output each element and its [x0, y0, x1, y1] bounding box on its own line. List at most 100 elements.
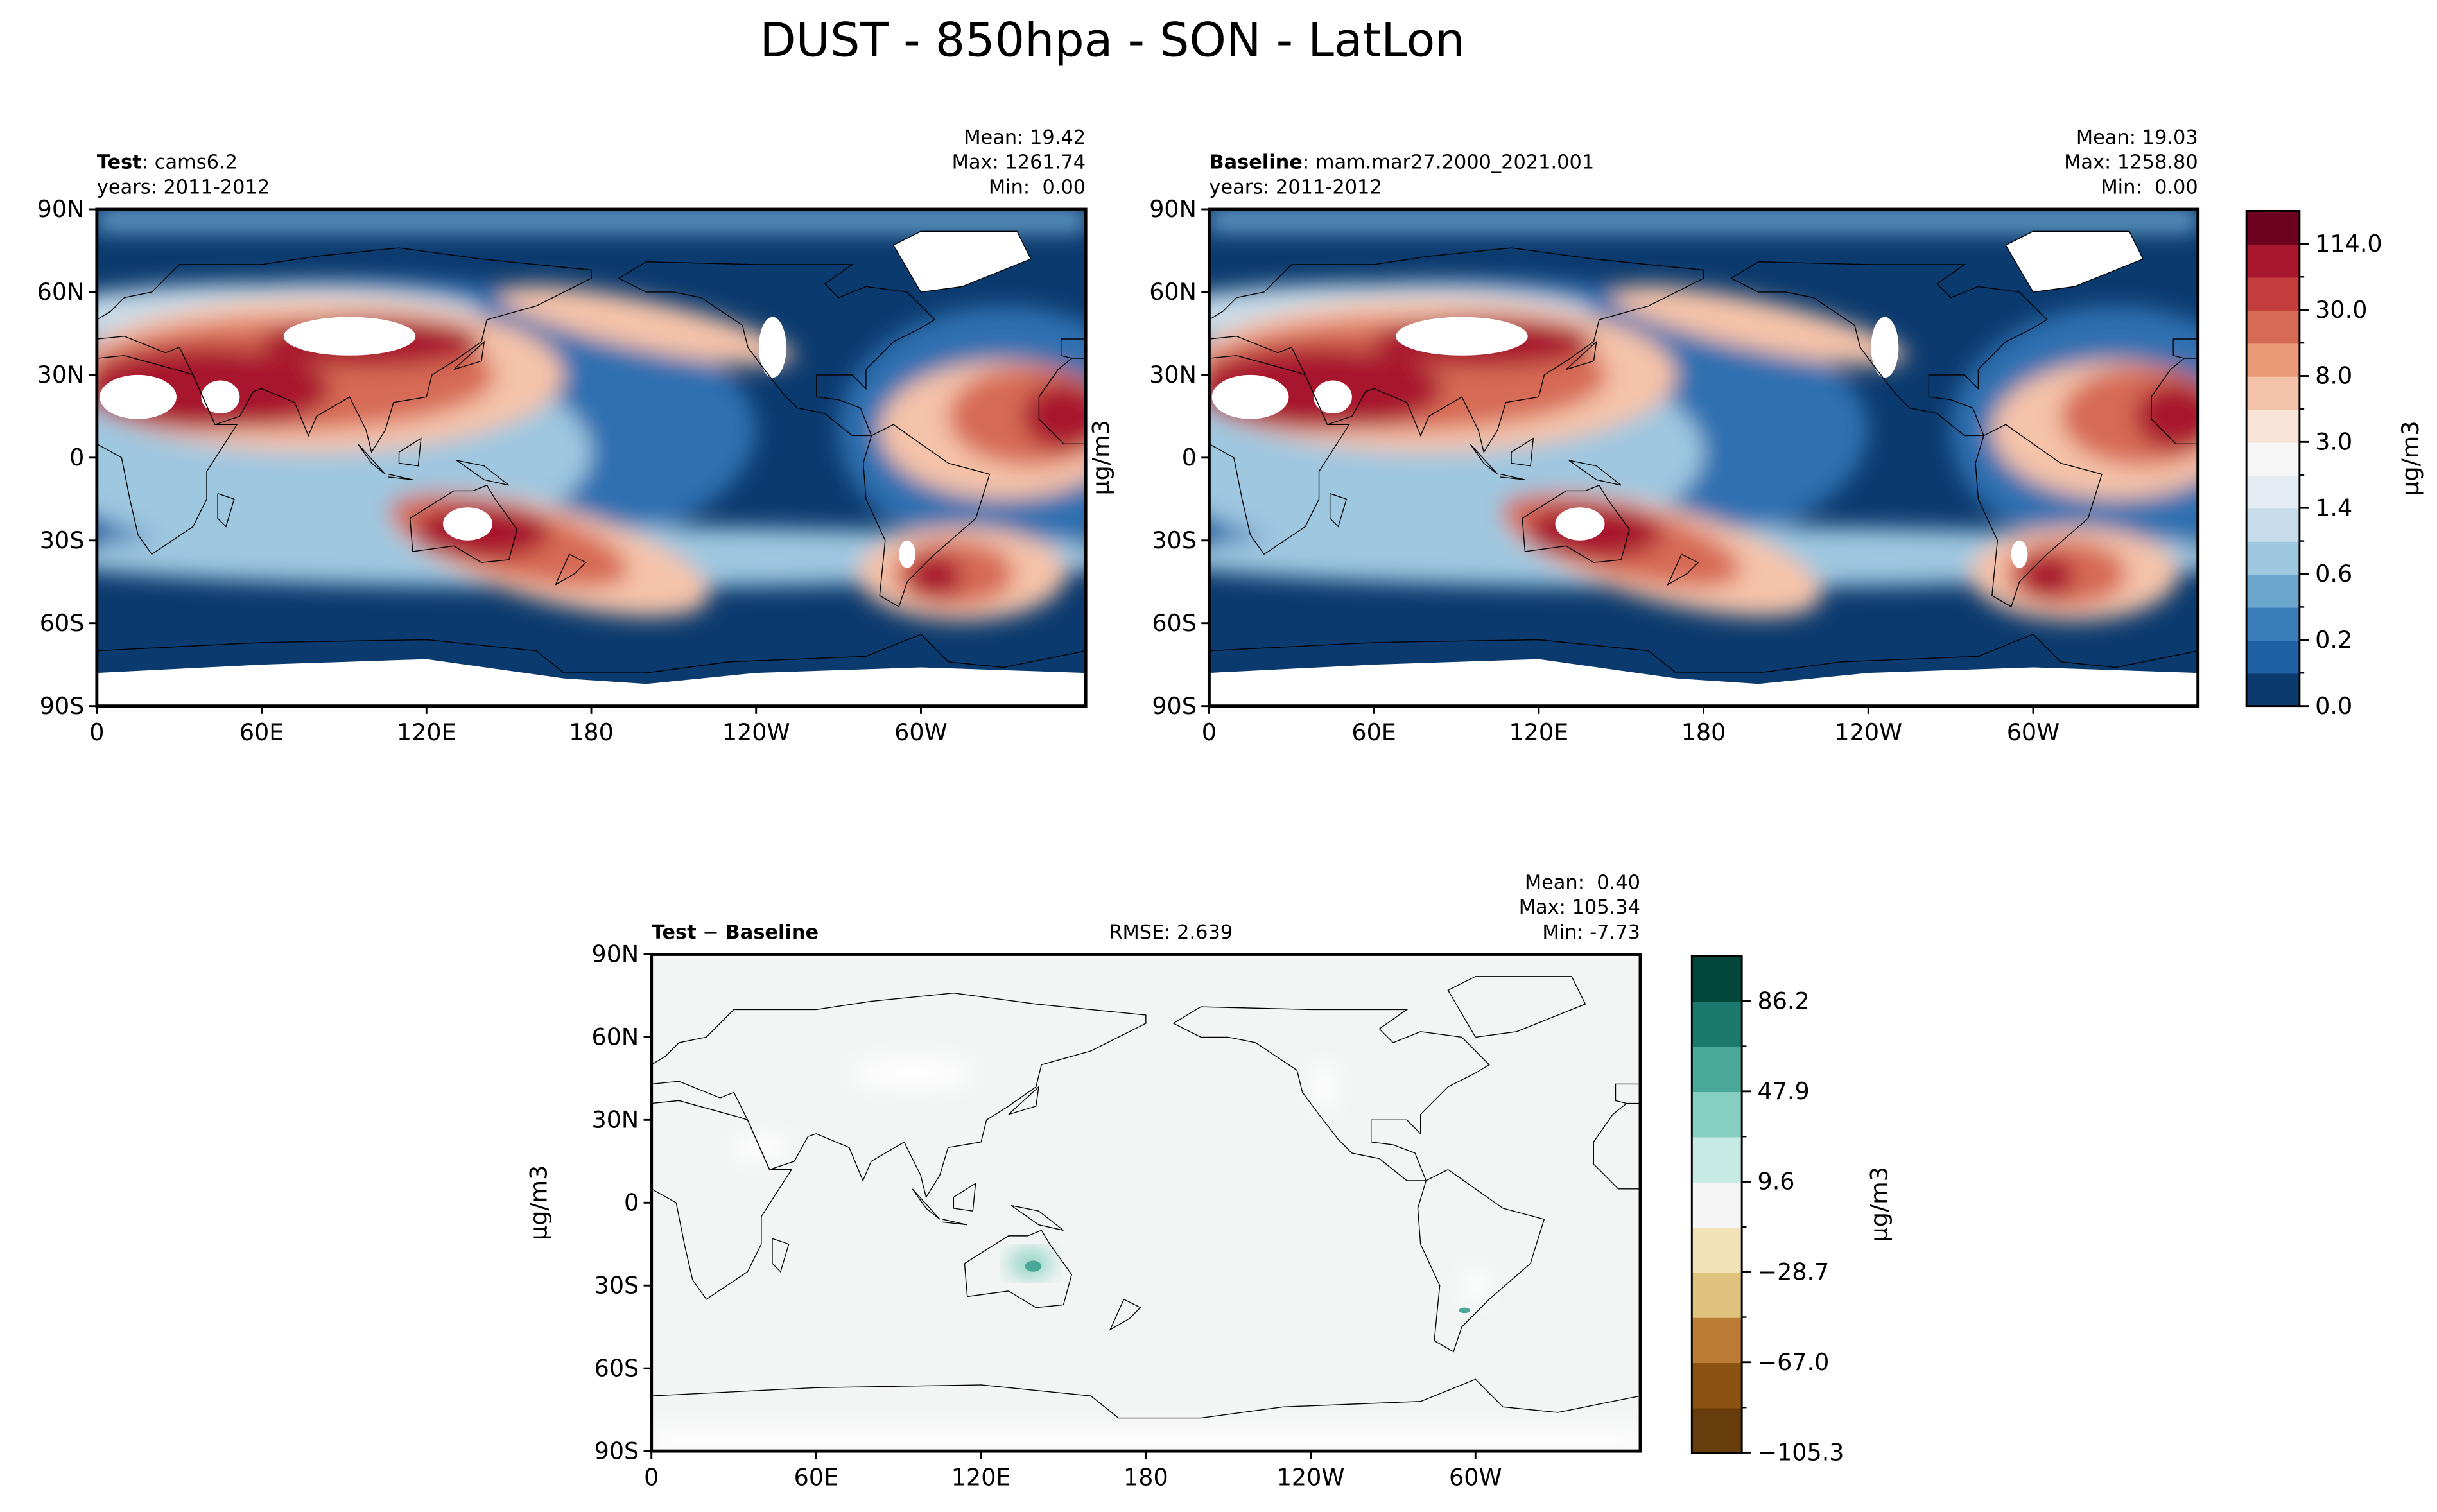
y-tick-label: 0 — [624, 1188, 639, 1216]
y-tick-label: 60S — [594, 1354, 639, 1382]
x-tick-label: 0 — [644, 1464, 659, 1491]
stat-label: Max: 1261.74 — [952, 152, 1086, 174]
x-tick-label: 120E — [1509, 718, 1568, 746]
colorbar-tick-label: 30.0 — [2315, 296, 2367, 324]
case-name: : mam.mar27.2000_2021.001 — [1303, 152, 1594, 174]
x-tick-label: 60W — [2007, 718, 2060, 746]
colorbar-frame — [1690, 955, 1743, 1454]
colorbar-bin — [1692, 1181, 1742, 1228]
colorbar-tick-label: 9.6 — [1758, 1168, 1795, 1195]
y-tick-label: 30N — [1149, 361, 1197, 388]
stat-label: Min: 0.00 — [2101, 177, 2198, 199]
y-tick-label: 0 — [69, 444, 84, 471]
y-tick-label: 30S — [594, 1271, 639, 1299]
y-tick-label: 90N — [37, 195, 85, 223]
colorbar-tick-label: 86.2 — [1758, 987, 1810, 1014]
y-tick-label: 60N — [37, 278, 85, 306]
x-tick-label: 180 — [1681, 718, 1726, 746]
colorbar: 0.0 0.2 0.6 1.4 3.0 8.0 30.0 114.0 μg/m3 — [2245, 209, 2424, 720]
run-name: Test — [97, 152, 142, 174]
colorbar-tick-label: 0.2 — [2315, 626, 2352, 654]
x-tick-label: 120E — [951, 1464, 1011, 1491]
colorbar-bin — [2246, 474, 2300, 509]
map-panel: 0 60E 120E 180 120W 60W 90N 60N 30N 0 30S 60S 90S μg/… — [1088, 126, 2280, 746]
x-tick-label: 60E — [794, 1464, 838, 1491]
y-tick-label: 60S — [1152, 609, 1197, 637]
x-tick-label: 120W — [722, 718, 790, 746]
x-tick-label: 60E — [1351, 718, 1396, 746]
colorbar-bin — [2246, 376, 2300, 410]
stat-label: Max: 105.34 — [1519, 896, 1640, 919]
colorbar-bin — [1692, 1136, 1742, 1183]
stat-label: Mean: 0.40 — [1525, 871, 1640, 894]
colorbar-tick-label: 47.9 — [1758, 1077, 1810, 1105]
x-tick-label: 120W — [1834, 718, 1902, 746]
x-tick-label: 180 — [1123, 1464, 1168, 1491]
colorbar-bin — [1692, 1046, 1742, 1093]
colorbar-bin — [2246, 309, 2300, 344]
y-tick-label: 30S — [40, 526, 85, 554]
colorbar-bin — [1692, 1226, 1742, 1273]
colorbar-tick-label: 1.4 — [2315, 494, 2352, 521]
colorbar-tick-label: 3.0 — [2315, 428, 2352, 456]
colorbar-bin — [2246, 673, 2300, 707]
rmse-label: RMSE: 2.639 — [1109, 921, 1233, 944]
y-tick-label: 60N — [1149, 278, 1197, 306]
colorbar-bin — [2246, 607, 2300, 641]
colorbar-bin — [2246, 639, 2300, 674]
case-name: : cams6.2 — [142, 152, 238, 174]
colorbar-tick-label: 8.0 — [2315, 362, 2352, 390]
map-field — [1099, 209, 2280, 706]
x-tick-label: 60W — [1449, 1464, 1502, 1491]
colorbar-bin — [2246, 277, 2300, 311]
y-tick-label: 30N — [37, 361, 85, 388]
colorbar-tick-label: 114.0 — [2315, 230, 2382, 257]
y-axis-label: μg/m3 — [1088, 420, 1115, 495]
colorbar-tick-label: 0.6 — [2315, 560, 2352, 587]
title-part: Baseline — [725, 921, 819, 944]
colorbar-bin — [1692, 1407, 1742, 1454]
colorbar-bin — [2246, 442, 2300, 476]
years-label: years: 2011-2012 — [1209, 177, 1382, 199]
title-part: − — [702, 921, 718, 944]
colorbar-label: μg/m3 — [1865, 1167, 1893, 1242]
x-tick-label: 120W — [1277, 1464, 1345, 1491]
map-panel: 0 60E 120E 180 120W 60W 90N 60N 30N 0 30S 60S 90S μg/… — [525, 871, 1642, 1491]
panel-title: Baseline: mam.mar27.2000_2021.001 — [1209, 152, 1594, 174]
colorbar-bin — [2246, 508, 2300, 542]
map-field — [0, 209, 1168, 706]
run-name: Baseline — [1209, 152, 1303, 174]
colorbar-bin — [1692, 1317, 1742, 1364]
stat-label: Min: 0.00 — [989, 177, 1086, 199]
map-panel: 0 60E 120E 180 120W 60W 90N 60N 30N 0 30S 60S 90S Mea… — [0, 126, 1168, 746]
colorbar-frame — [2245, 209, 2301, 708]
stat-label: Max: 1258.80 — [2064, 152, 2198, 174]
colorbar-tick-label: −105.3 — [1758, 1439, 1844, 1466]
colorbar-bin — [2246, 541, 2300, 575]
x-tick-label: 60W — [894, 718, 948, 746]
y-tick-label: 30N — [592, 1106, 639, 1134]
x-tick-label: 60E — [239, 718, 284, 746]
y-tick-label: 60N — [592, 1023, 639, 1051]
years-label: years: 2011-2012 — [97, 177, 270, 199]
y-tick-label: 60S — [40, 609, 85, 637]
colorbar-bin — [1692, 1001, 1742, 1047]
map-field — [652, 954, 1640, 1451]
x-tick-label: 0 — [1202, 718, 1217, 746]
colorbar-bin — [2246, 211, 2300, 245]
y-tick-label: 90N — [592, 941, 639, 968]
colorbar: −105.3 −67.0 −28.7 9.6 47.9 86.2 μg/m3 — [1690, 955, 1893, 1466]
colorbar-bin — [2246, 243, 2300, 278]
colorbar-bin — [1692, 1091, 1742, 1138]
x-tick-label: 120E — [397, 718, 456, 746]
x-tick-label: 180 — [569, 718, 614, 746]
panel-title: Test: cams6.2 — [97, 152, 238, 174]
colorbar-tick-label: −28.7 — [1758, 1258, 1830, 1285]
stat-label: Mean: 19.42 — [964, 126, 1086, 149]
y-tick-label: 30S — [1152, 526, 1197, 554]
colorbar-tick-label: −67.0 — [1758, 1348, 1830, 1376]
x-tick-label: 0 — [89, 718, 104, 746]
colorbar-bin — [1692, 1272, 1742, 1318]
